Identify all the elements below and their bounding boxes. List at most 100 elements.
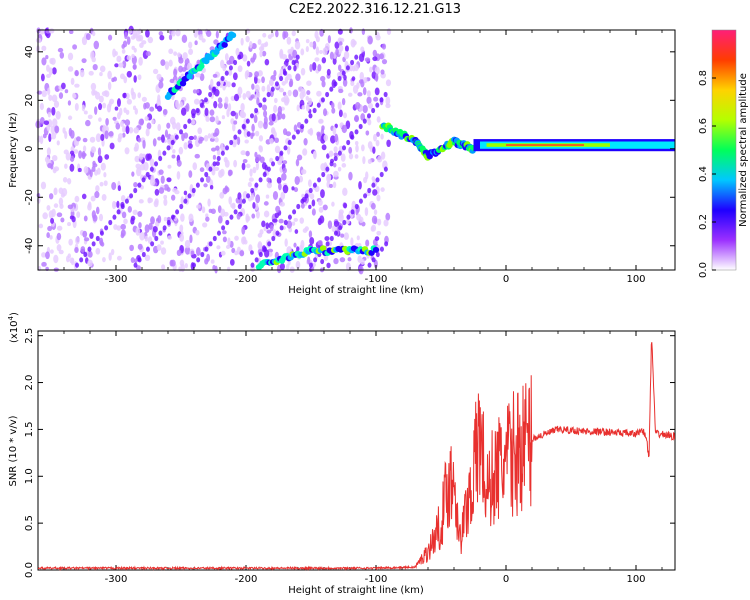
streak-blob [366, 113, 371, 119]
noise-blob [213, 100, 218, 109]
noise-blob [133, 182, 138, 188]
noise-blob [234, 235, 239, 241]
noise-blob [252, 202, 256, 209]
streak-blob [283, 219, 288, 226]
lower-band-blob [372, 246, 380, 253]
noise-blob [332, 181, 337, 189]
noise-blob [100, 133, 105, 142]
streak-blob [162, 225, 167, 231]
noise-blob [126, 36, 131, 45]
noise-blob [281, 81, 286, 86]
streak-blob [354, 203, 359, 210]
noise-blob [92, 63, 98, 71]
noise-blob [41, 45, 47, 52]
noise-blob [269, 137, 274, 145]
noise-blob [254, 156, 260, 163]
noise-blob [263, 201, 269, 206]
snr-scale-label: (x104) [7, 312, 20, 343]
noise-blob [281, 113, 286, 120]
noise-blob [373, 217, 378, 225]
noise-blob [367, 35, 373, 45]
noise-blob [103, 172, 107, 178]
noise-blob [97, 155, 103, 164]
noise-blob [81, 104, 86, 112]
noise-blob [133, 127, 139, 134]
noise-blob [248, 177, 254, 182]
noise-blob [67, 222, 71, 227]
noise-blob [150, 216, 155, 225]
noise-blob [116, 98, 121, 107]
snr-frame [37, 330, 676, 571]
streak-blob [337, 150, 342, 156]
noise-blob [261, 50, 267, 57]
streak-blob [254, 182, 259, 188]
noise-blob [142, 139, 146, 149]
noise-blob [101, 194, 107, 201]
noise-blob [94, 106, 98, 115]
noise-blob [101, 126, 106, 133]
streak-blob [208, 241, 213, 247]
streak-blob [283, 70, 288, 76]
noise-blob [73, 149, 79, 154]
noise-blob [358, 180, 362, 190]
noise-blob [255, 92, 261, 99]
noise-blob [116, 255, 122, 261]
noise-blob [193, 135, 197, 141]
streak-blob [325, 166, 330, 172]
noise-blob [107, 81, 112, 91]
noise-blob [356, 235, 360, 241]
noise-blob [121, 48, 126, 54]
streak-blob [250, 262, 255, 268]
noise-blob [341, 124, 348, 134]
noise-blob [50, 217, 55, 224]
noise-blob [338, 211, 344, 219]
noise-blob [90, 82, 97, 91]
noise-blob [311, 208, 316, 216]
noise-blob [215, 161, 220, 166]
streak-blob [233, 59, 238, 66]
streak-blob [308, 113, 313, 119]
x-tick-label: -100 [365, 574, 388, 585]
noise-blob [75, 236, 80, 245]
noise-blob [241, 162, 246, 171]
noise-blob [241, 226, 246, 235]
noise-blob [134, 107, 138, 115]
noise-blob [341, 163, 347, 168]
streak-blob [108, 219, 113, 226]
noise-blob [244, 139, 249, 144]
noise-blob [334, 41, 340, 49]
noise-blob [124, 147, 130, 155]
noise-blob [144, 235, 149, 242]
noise-blob [228, 69, 233, 76]
noise-blob [114, 51, 118, 56]
noise-blob [374, 87, 380, 96]
noise-blob [47, 87, 51, 96]
noise-blob [386, 28, 392, 35]
noise-blob [330, 135, 336, 144]
noise-blob [326, 68, 331, 76]
noise-blob [278, 218, 284, 224]
noise-blob [321, 144, 327, 151]
noise-blob [282, 167, 287, 174]
streak-blob [87, 246, 92, 252]
noise-blob [196, 89, 200, 94]
noise-blob [358, 79, 364, 84]
noise-blob [108, 131, 114, 137]
noise-blob [127, 205, 132, 213]
streak-blob [300, 123, 305, 130]
noise-blob [179, 101, 183, 108]
streak-blob [274, 81, 279, 87]
noise-blob [76, 211, 81, 219]
noise-blob [188, 170, 193, 178]
noise-blob [278, 87, 284, 93]
noise-blob [89, 232, 94, 239]
x-tick-label: -100 [365, 274, 388, 285]
colorbar-ticks: 0.0 0.2 0.4 0.6 0.8 [698, 70, 716, 278]
noise-blob [280, 191, 286, 200]
streak-blob [228, 65, 233, 71]
noise-blob [250, 250, 254, 255]
noise-blob [112, 116, 117, 121]
noise-blob [333, 258, 339, 265]
noise-blob [371, 176, 375, 181]
noise-blob [286, 220, 293, 229]
